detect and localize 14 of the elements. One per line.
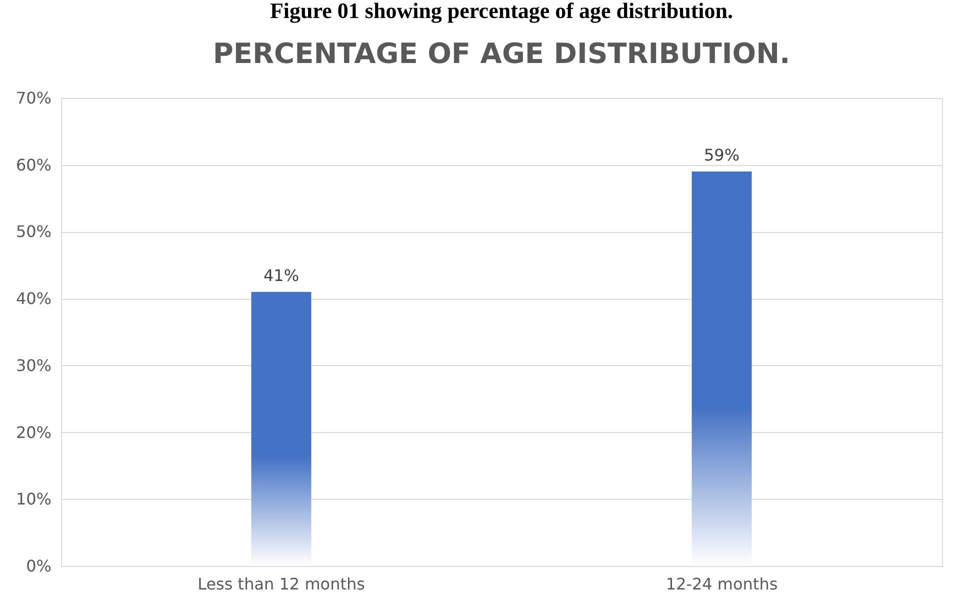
data-label: 59% [704, 146, 740, 165]
data-label: 41% [263, 266, 300, 285]
y-tick-label: 70% [16, 88, 52, 108]
x-tick-label: 12-24 months [666, 574, 778, 594]
y-tick-label: 30% [16, 356, 52, 375]
x-tick-label: Less than 12 months [198, 574, 365, 594]
y-tick-label: 20% [16, 422, 52, 442]
y-tick-label: 50% [16, 222, 52, 242]
chart-title: PERCENTAGE OF AGE DISTRIBUTION. [212, 37, 790, 70]
y-tick-label: 40% [16, 289, 52, 308]
caption: Figure 01 showing percentage of age distribution. [270, 0, 734, 23]
y-tick-label: 0% [26, 556, 52, 576]
y-tick-label: 10% [16, 490, 52, 509]
y-tick-label: 60% [16, 155, 52, 174]
